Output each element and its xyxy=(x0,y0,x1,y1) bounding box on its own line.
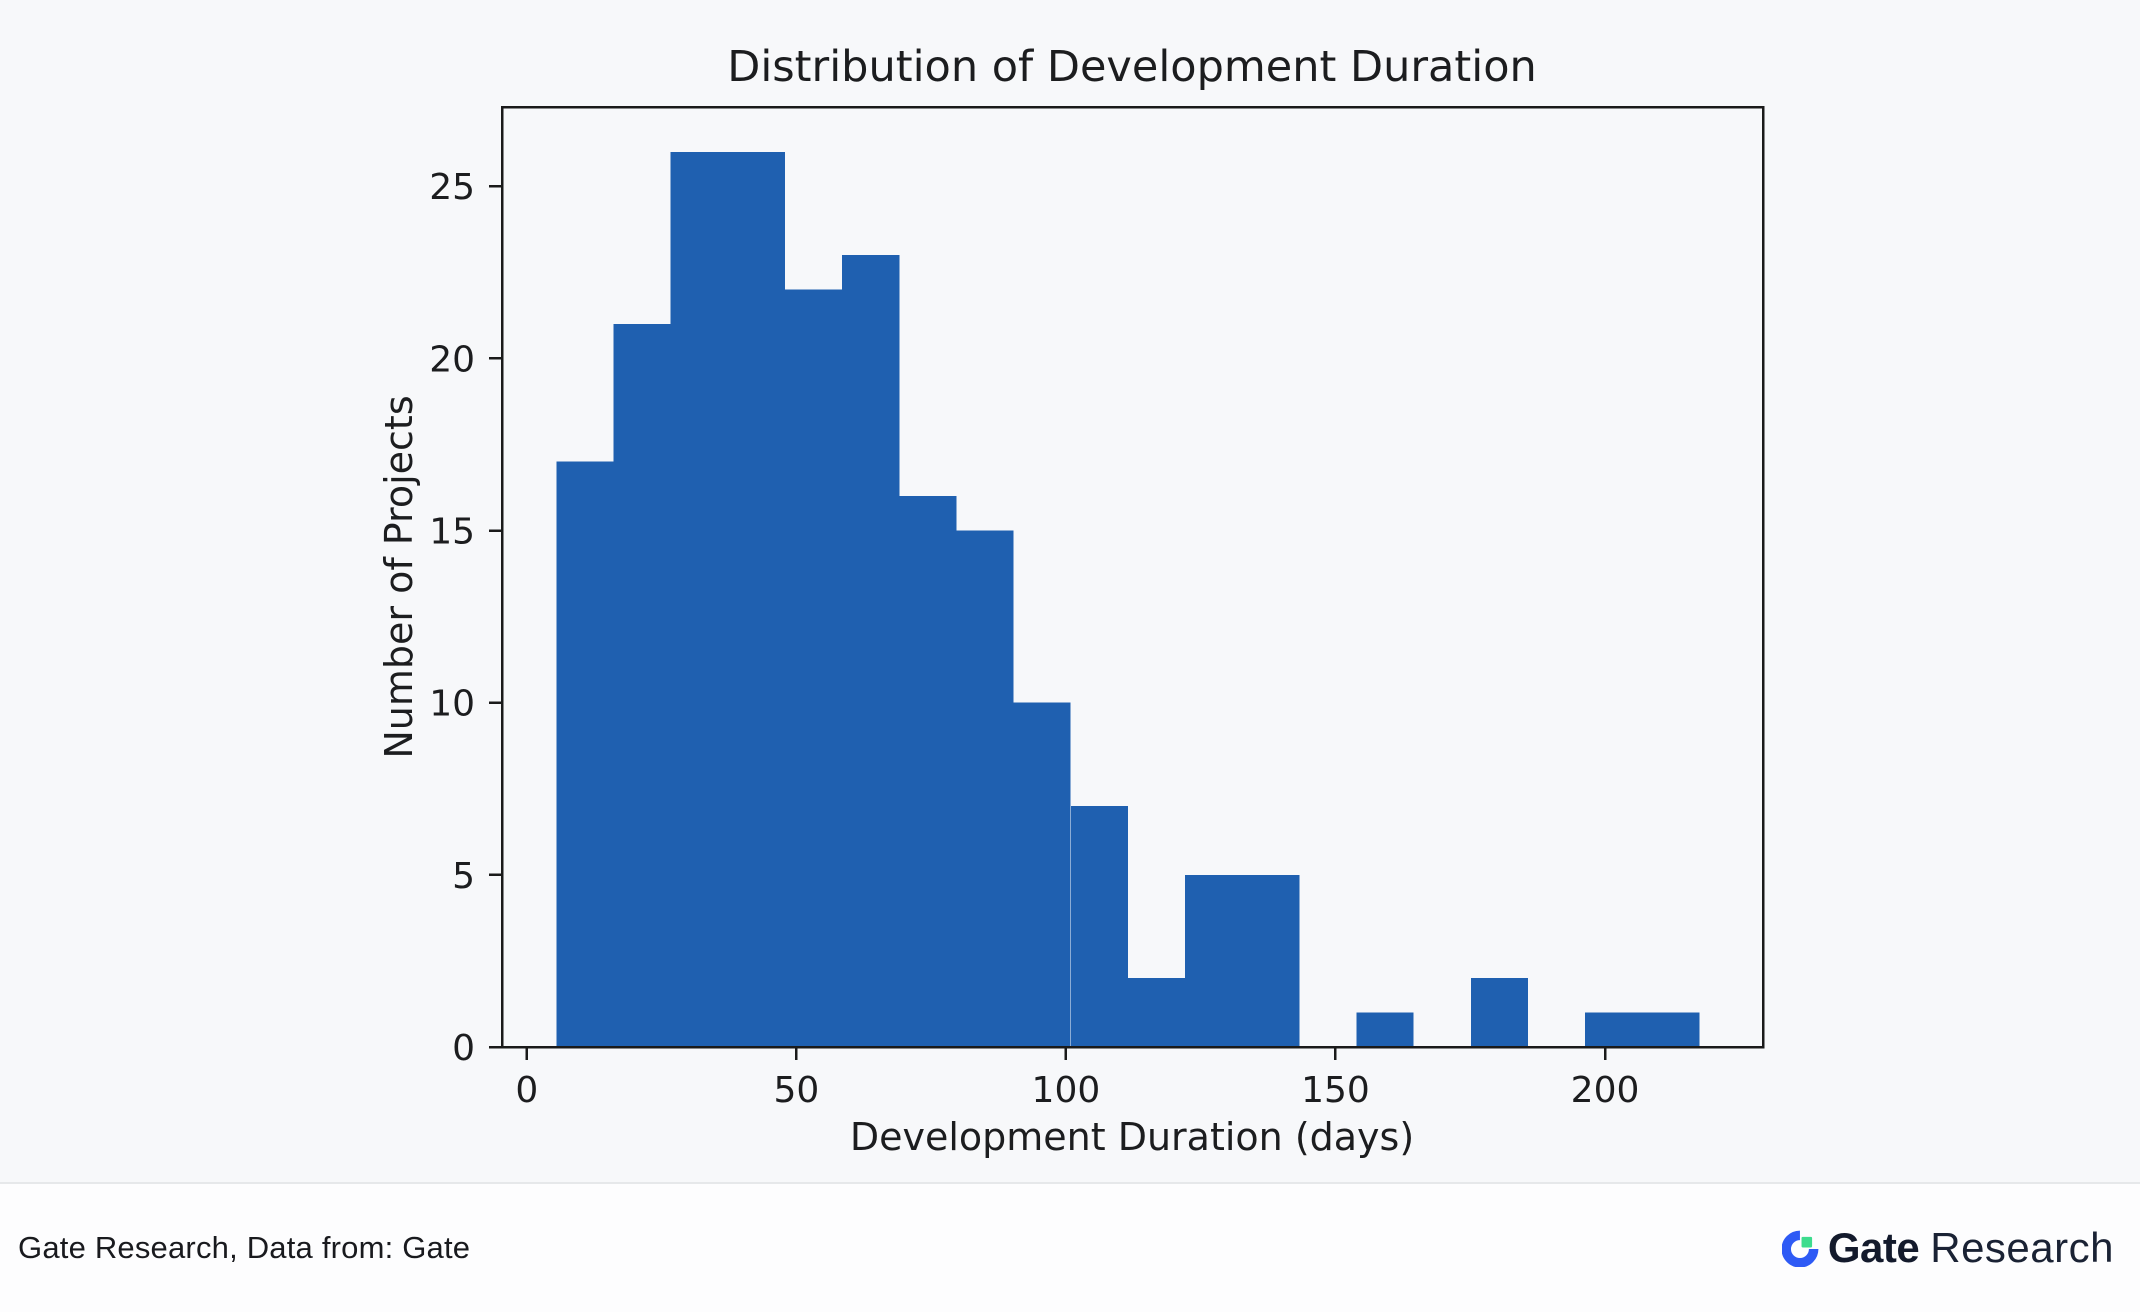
plot-axes xyxy=(489,105,1765,1060)
y-tick-label: 0 xyxy=(452,1028,475,1069)
footer: Gate Research, Data from: Gate Gate Rese… xyxy=(0,1182,2140,1312)
histogram-bar xyxy=(1585,1012,1643,1047)
histogram-bar xyxy=(1070,806,1128,1047)
logo-text-research: Research xyxy=(1930,1224,2114,1271)
x-tick-label: 50 xyxy=(773,1070,819,1111)
histogram-bar xyxy=(1242,874,1300,1047)
histogram-chart: Distribution of Development Duration 0 50… xyxy=(377,42,1765,1159)
histogram-bar xyxy=(842,255,900,1048)
x-tick-label: 0 xyxy=(515,1070,538,1111)
histogram-bars xyxy=(556,151,1700,1048)
histogram-bar xyxy=(1642,1012,1700,1047)
y-tick-label: 10 xyxy=(429,684,475,725)
histogram-bar xyxy=(956,530,1014,1047)
logo-text-gate: Gate xyxy=(1827,1224,1920,1271)
y-tick-label: 20 xyxy=(429,339,475,380)
histogram-bar xyxy=(727,151,785,1048)
histogram-bar xyxy=(613,323,671,1047)
histogram-bar xyxy=(1185,874,1243,1047)
tick-labels: 0 50 100 150 200 0 5 10 15 20 25 xyxy=(429,167,1639,1111)
y-tick-label: 25 xyxy=(429,167,475,208)
x-axis-label: Development Duration (days) xyxy=(850,1115,1414,1159)
gate-logo-mark-icon xyxy=(1781,1230,1819,1267)
histogram-bar xyxy=(670,151,728,1048)
y-tick-label: 5 xyxy=(452,856,475,897)
gate-research-logo: Gate Research xyxy=(1781,1224,2114,1272)
histogram-bar xyxy=(556,461,614,1047)
histogram-bar xyxy=(1127,978,1185,1047)
x-tick-label: 150 xyxy=(1301,1070,1370,1111)
x-tick-label: 100 xyxy=(1032,1070,1101,1111)
histogram-bar xyxy=(1013,702,1071,1047)
histogram-bar xyxy=(1470,978,1528,1047)
y-axis-label: Number of Projects xyxy=(377,395,421,758)
y-tick-label: 15 xyxy=(429,512,475,553)
source-attribution-text: Gate Research, Data from: Gate xyxy=(18,1230,471,1265)
histogram-bar xyxy=(1356,1012,1414,1047)
plot-border xyxy=(500,105,1765,1049)
histogram-bar xyxy=(899,496,957,1048)
chart-title: Distribution of Development Duration xyxy=(727,42,1537,92)
x-tick-label: 200 xyxy=(1571,1070,1640,1111)
histogram-bar xyxy=(785,289,843,1047)
